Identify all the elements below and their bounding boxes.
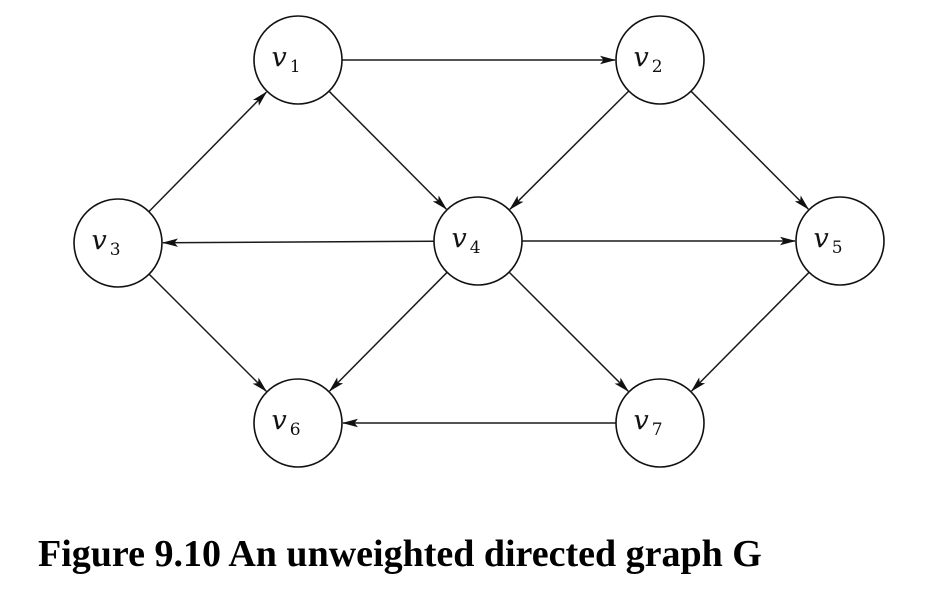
edge-v2-v5: [690, 90, 810, 210]
node-label-subscript: 1: [290, 57, 301, 77]
node-label-name: v: [633, 405, 648, 436]
node-label-name: v: [451, 223, 466, 254]
edge-v4-v7: [508, 271, 629, 392]
node-circle: [433, 196, 523, 286]
node-circle: [253, 15, 343, 105]
node-label-name: v: [813, 223, 828, 254]
node-circle: [73, 198, 163, 288]
node-label-subscript: 6: [290, 420, 301, 440]
edge-v2-v4: [509, 90, 630, 211]
node-label-name: v: [633, 42, 648, 73]
edge-v4-v3: [162, 238, 435, 247]
edge-v3-v1: [148, 91, 268, 213]
node-label-name: v: [271, 405, 286, 436]
node-circle: [615, 378, 705, 468]
node-label-subscript: 5: [832, 238, 843, 258]
edge-v3-v6: [148, 273, 267, 392]
node-label-name: v: [91, 225, 106, 256]
edge-v4-v6: [328, 271, 448, 392]
node-label-subscript: 7: [652, 420, 663, 440]
node-circle: [615, 15, 705, 105]
edge-layer: [148, 55, 810, 428]
directed-graph: v 1 v 2v 3 v 4 v 5v 6 v 7: [73, 15, 885, 468]
node-label-name: v: [271, 42, 286, 73]
edge-v1-v4: [328, 90, 448, 210]
figure-caption: Figure 9.10 An unweighted directed graph…: [38, 533, 762, 575]
node-label-subscript: 3: [110, 240, 121, 260]
node-label-subscript: 2: [652, 57, 663, 77]
node-label-subscript: 4: [470, 238, 481, 258]
node-layer: v 1 v 2v 3 v 4 v 5v 6 v 7: [73, 15, 885, 468]
edge-v5-v7: [690, 271, 810, 392]
node-circle: [253, 378, 343, 468]
node-circle: [795, 196, 885, 286]
